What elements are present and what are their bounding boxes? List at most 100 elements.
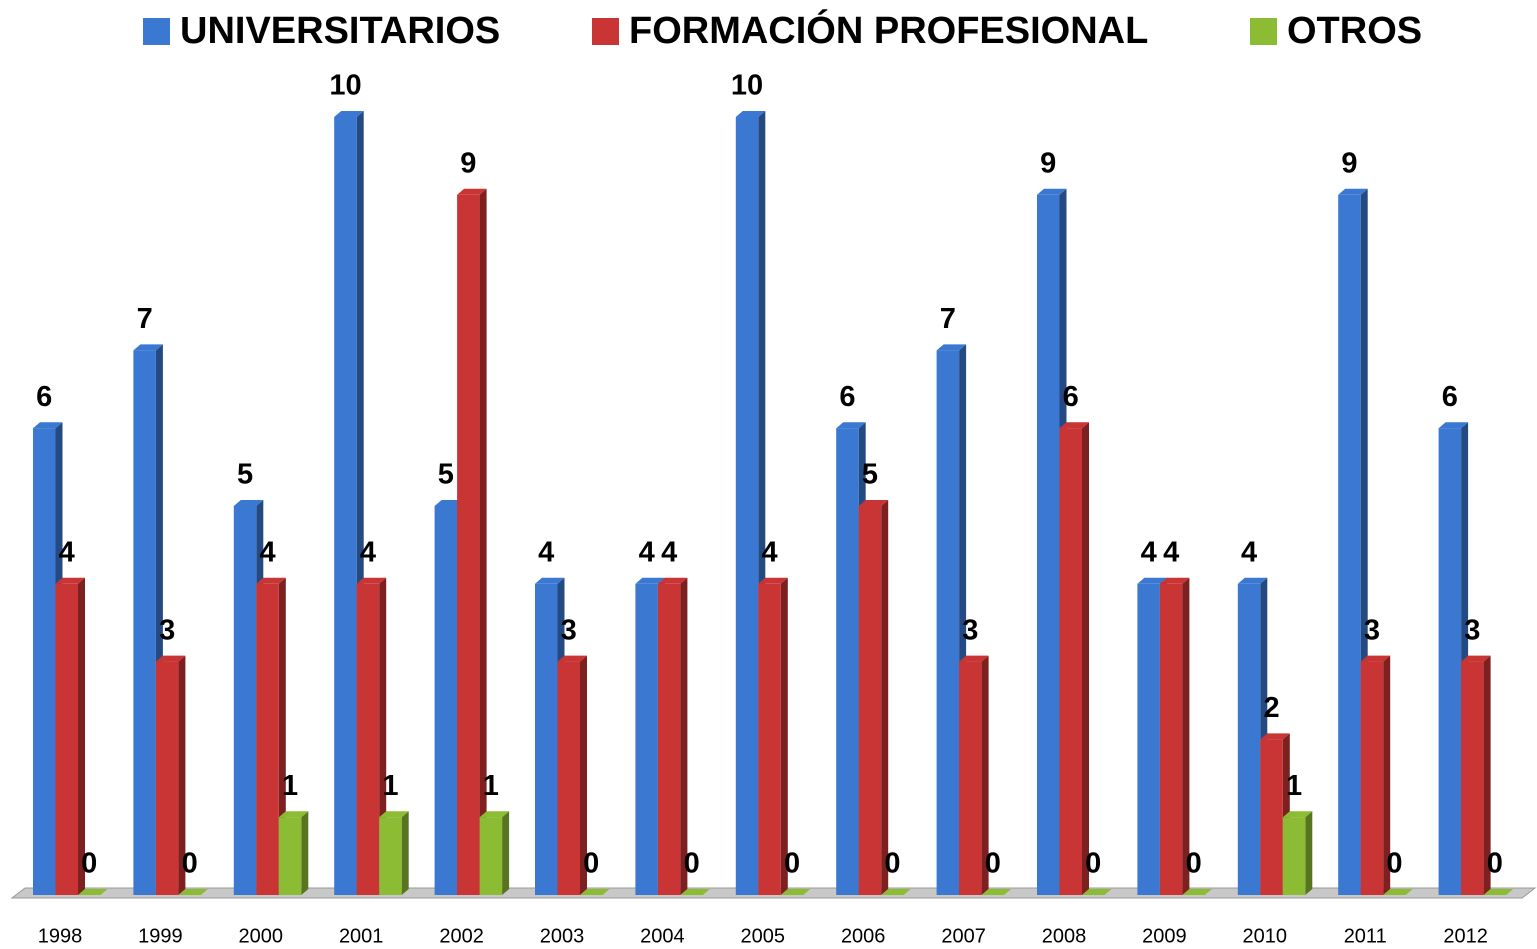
x-tick-label: 2010 [1243,925,1288,947]
bar [1438,428,1462,895]
value-label: 4 [538,536,554,568]
bar [858,506,882,895]
bar-top [580,889,610,895]
value-label: 0 [784,848,800,880]
bar [936,350,960,895]
value-label: 0 [684,848,700,880]
bar-top [78,889,108,895]
bar [1037,194,1060,896]
bar-side [580,655,587,895]
value-label: 6 [36,381,52,413]
value-label: 7 [137,303,153,335]
bar [334,117,357,895]
bar-top [959,655,989,662]
value-label: 1 [483,770,499,802]
value-label: 4 [259,536,275,568]
bar-top [233,500,264,506]
bar-top [1059,422,1089,429]
bar-top [1137,577,1167,584]
value-label: 1 [1286,770,1302,802]
bar-top [758,577,788,584]
bar [836,428,859,895]
value-label: 4 [1141,536,1157,568]
bar-top [1483,889,1514,895]
legend-label: UNIVERSITARIOS [180,10,500,52]
value-label: 4 [1163,536,1179,568]
value-label: 5 [438,459,454,491]
bar [479,817,503,895]
bar [1338,194,1361,896]
value-label: 0 [583,848,599,880]
value-label: 3 [159,614,175,646]
x-tick-label: 2006 [841,925,886,947]
bar [256,583,279,895]
x-tick-label: 2008 [1042,925,1087,947]
value-label: 4 [761,536,777,568]
bar [959,661,982,895]
bar-top [1082,889,1112,895]
bar [535,583,558,895]
bar-top [635,577,665,584]
bar-top [1260,733,1290,740]
value-label: 10 [731,70,763,102]
bar-top [1383,889,1413,895]
bar [379,817,402,895]
x-tick-label: 1999 [138,925,183,947]
legend-label: FORMACIÓN PROFESIONAL [629,8,1148,52]
bar [1260,739,1283,895]
value-label: 4 [661,536,677,568]
value-label: 0 [1386,848,1402,880]
bar [1137,583,1160,895]
bar-side [1383,655,1391,895]
bar-top [155,655,186,662]
bar-top [680,889,710,895]
bar-side [780,577,788,895]
bar [1237,583,1261,895]
x-tick-label: 2000 [239,925,284,947]
value-label: 4 [59,536,75,568]
bar-top [836,422,866,429]
legend-swatch [1250,18,1277,45]
bar [1159,583,1183,895]
bar-top [1037,188,1067,195]
x-tick-label: 2005 [741,925,786,947]
value-label: 9 [1341,147,1357,179]
bar-side [401,811,409,895]
bar-top [780,889,811,895]
bar [278,817,302,895]
bar-top [1159,577,1190,584]
bar [155,661,179,895]
value-label: 5 [862,459,878,491]
bar-top [1282,811,1313,818]
value-label: 4 [639,536,655,568]
bar-top [657,577,688,584]
bar-side [981,655,989,895]
bar [233,506,257,895]
x-tick-label: 2012 [1443,925,1488,947]
bar [133,350,156,895]
value-label: 1 [282,770,298,802]
value-label: 0 [81,848,97,880]
bar-top [1237,577,1268,584]
value-label: 6 [1442,381,1458,413]
bar-top [356,577,387,584]
bar-top [735,111,766,117]
value-label: 0 [884,848,900,880]
value-label: 4 [1241,536,1257,568]
bar-top [33,422,63,429]
value-label: 9 [460,147,476,179]
x-tick-label: 2002 [439,925,484,947]
value-label: 2 [1263,692,1279,724]
bar-side [1082,422,1089,895]
bar-side [1483,655,1491,895]
x-tick-label: 2011 [1344,925,1387,947]
legend-swatch [143,18,170,45]
bar [758,583,781,895]
value-label: 1 [382,770,398,802]
bar [1461,661,1484,895]
value-label: 10 [329,70,361,102]
bar [356,583,380,895]
bar-side [1305,811,1313,895]
bar [55,583,78,895]
